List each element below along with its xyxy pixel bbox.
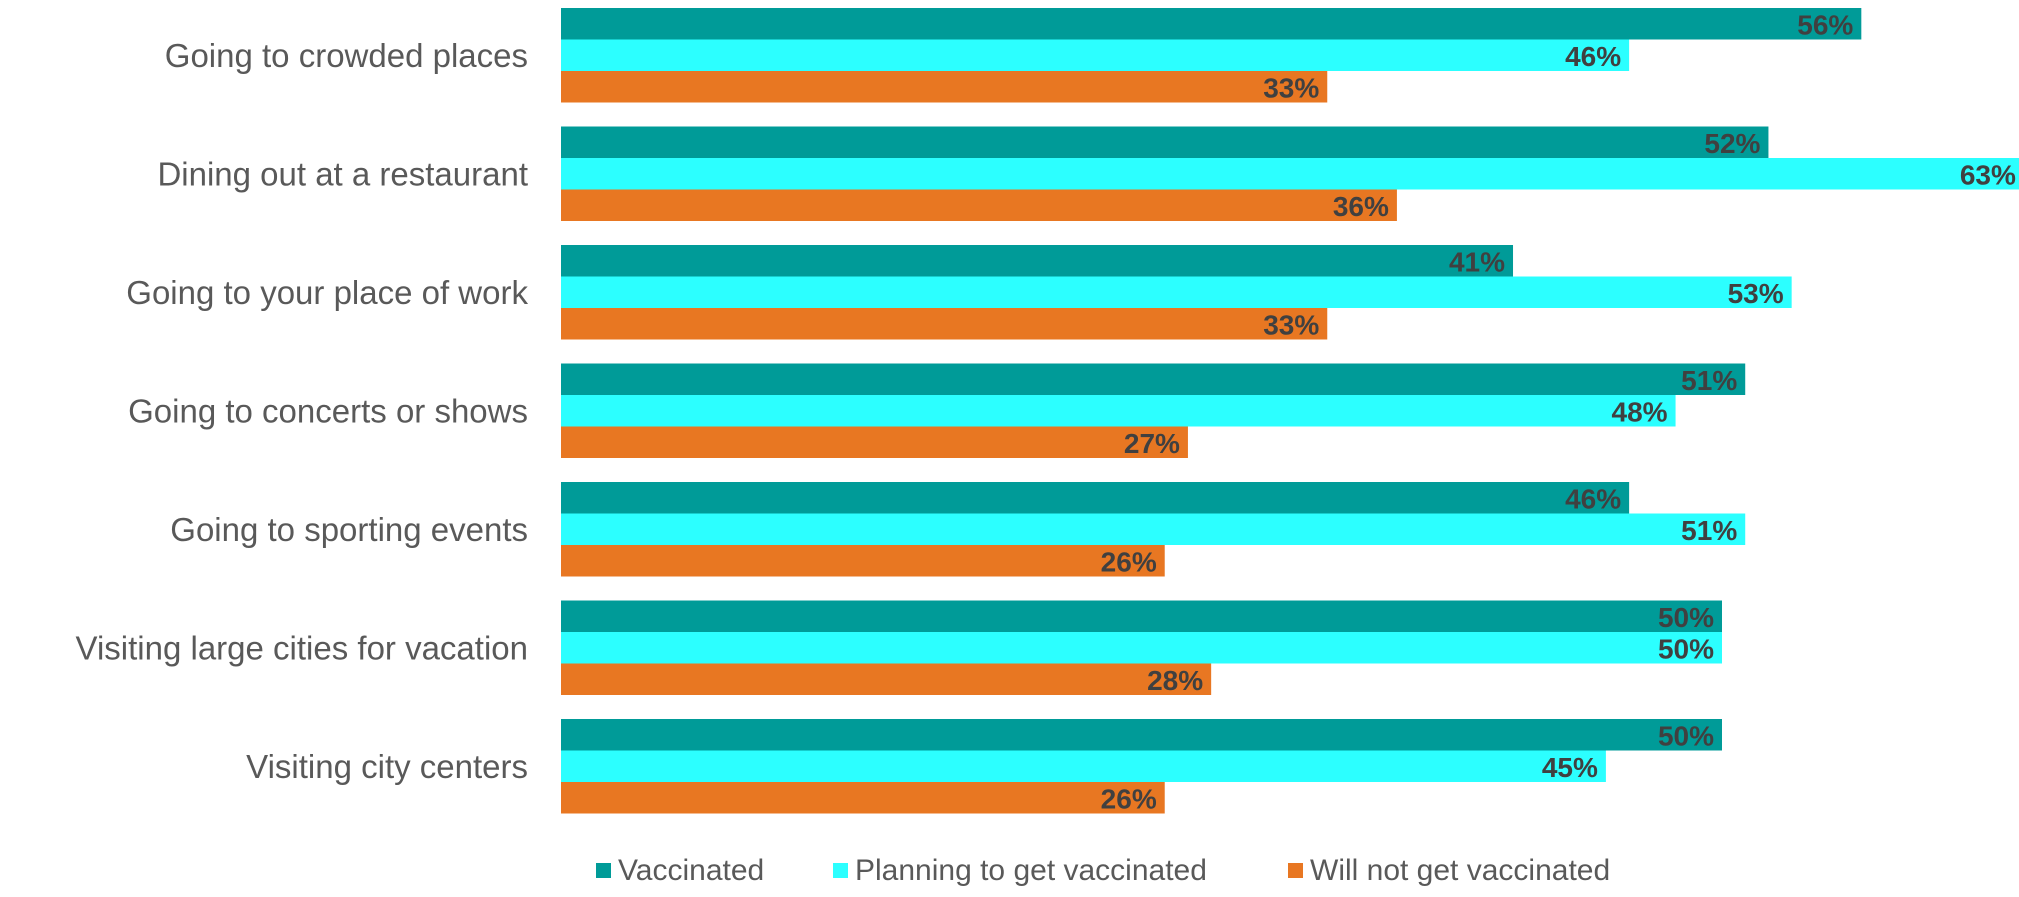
data-label: 26% (1101, 783, 1157, 814)
data-label: 51% (1681, 365, 1737, 396)
bar (561, 8, 1862, 40)
data-label: 46% (1565, 483, 1621, 514)
data-label: 26% (1101, 546, 1157, 577)
category-label: Going to sporting events (170, 511, 528, 548)
data-label: 46% (1565, 41, 1621, 72)
bar (561, 308, 1328, 340)
data-label: 33% (1263, 72, 1319, 103)
data-label: 63% (1960, 159, 2016, 190)
data-label: 52% (1704, 128, 1760, 159)
bar (561, 158, 2019, 190)
bar (561, 245, 1514, 277)
legend: Vaccinated Planning to get vaccinated Will… (596, 854, 1610, 887)
legend-entry: Vaccinated (618, 854, 764, 887)
data-label: 50% (1658, 602, 1714, 633)
bar (561, 71, 1328, 103)
bar (561, 513, 1746, 545)
bar (561, 189, 1397, 221)
category-label: Going to concerts or shows (128, 392, 528, 429)
legend-swatch (596, 863, 611, 878)
bar (561, 482, 1630, 514)
category-label: Visiting city centers (246, 748, 528, 785)
bar (561, 750, 1606, 782)
legend-swatch (1288, 863, 1303, 878)
data-label: 28% (1147, 665, 1203, 696)
data-label: 48% (1612, 396, 1668, 427)
bars (561, 8, 2019, 814)
category-label: Going to your place of work (126, 274, 528, 311)
bar (561, 632, 1722, 664)
category-label: Dining out at a restaurant (157, 155, 528, 192)
data-labels: 56% 46% 33% 52% 63% 36% 41% 53% 33% 51% 48% 27% 46% 5… (1101, 9, 2016, 814)
data-label: 51% (1681, 515, 1737, 546)
bar (561, 126, 1769, 158)
legend-swatch (833, 863, 848, 878)
bar (561, 545, 1165, 577)
bar (561, 426, 1188, 458)
data-label: 45% (1542, 752, 1598, 783)
data-label: 41% (1449, 246, 1505, 277)
bar (561, 363, 1746, 395)
data-label: 33% (1263, 309, 1319, 340)
data-label: 50% (1658, 633, 1714, 664)
data-label: 50% (1658, 720, 1714, 751)
legend-entry: Will not get vaccinated (1310, 854, 1610, 887)
bar (561, 39, 1630, 71)
bar (561, 276, 1792, 308)
bar (561, 663, 1212, 695)
bar (561, 782, 1165, 814)
category-labels: Going to crowded places Dining out at a r… (76, 37, 529, 785)
data-label: 27% (1124, 428, 1180, 459)
data-label: 36% (1333, 191, 1389, 222)
category-label: Visiting large cities for vacation (76, 629, 528, 666)
bar (561, 395, 1676, 427)
bar (561, 600, 1722, 632)
legend-entry: Planning to get vaccinated (855, 854, 1207, 887)
category-label: Going to crowded places (165, 37, 528, 74)
data-label: 53% (1728, 278, 1784, 309)
bar (561, 719, 1722, 751)
data-label: 56% (1797, 9, 1853, 40)
